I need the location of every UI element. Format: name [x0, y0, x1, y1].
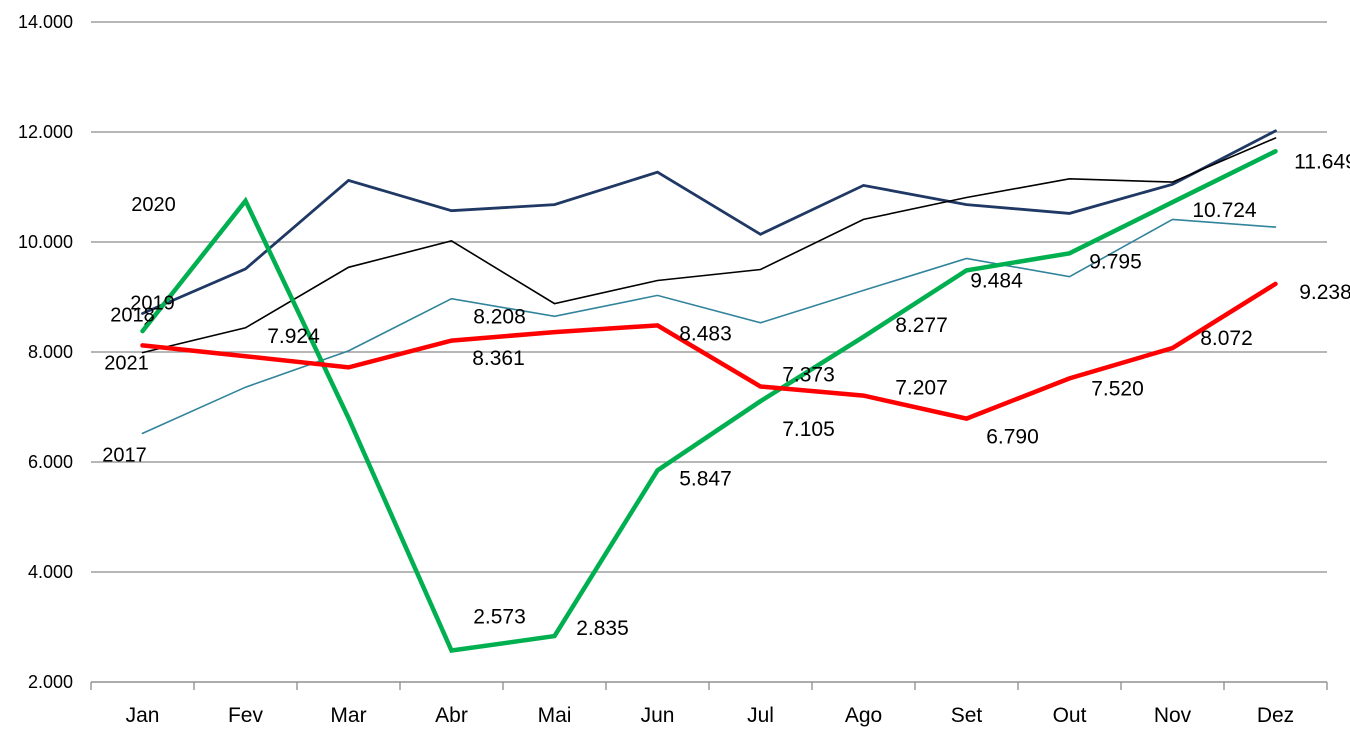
data-label: 9.795: [1089, 250, 1142, 273]
x-tick-label: Jul: [747, 704, 774, 727]
series-label-2017: 2017: [102, 444, 147, 466]
data-label: 9.484: [970, 269, 1023, 292]
x-axis: Jan Fev Mar Abr Mai Jun Jul Ago Set Out Nov Dez: [90, 681, 1328, 727]
data-label: 7.924: [267, 325, 320, 348]
data-label: 8.208: [473, 306, 526, 329]
x-tick-label: Out: [1053, 704, 1087, 727]
series-line-2017: [141, 218, 1277, 435]
data-label: 8.277: [895, 314, 948, 337]
data-label: 8.361: [472, 347, 525, 370]
series-line-2018: [141, 129, 1277, 315]
data-label: 7.207: [895, 377, 948, 400]
y-gridlines: [91, 21, 1327, 683]
data-label: 7.520: [1091, 377, 1144, 400]
series-label-2021: 2021: [104, 352, 149, 374]
data-label: 8.072: [1200, 327, 1253, 350]
x-tick-label: Abr: [435, 704, 468, 727]
x-tick-label: Ago: [845, 704, 882, 727]
series-label-2020: 2020: [131, 194, 176, 216]
x-tick-label: Set: [951, 704, 983, 727]
x-tick-label: Mai: [538, 704, 572, 727]
data-label: 8.483: [679, 322, 732, 345]
x-tick-label: Mar: [330, 704, 366, 727]
x-tick-label: Nov: [1154, 704, 1192, 727]
data-label: 2.573: [473, 605, 526, 628]
y-tick-label: 2.000: [28, 672, 73, 692]
series-label-2019: 2019: [130, 293, 175, 315]
data-label: 10.724: [1192, 199, 1257, 222]
data-label: 6.790: [986, 426, 1039, 449]
data-label: 7.373: [782, 363, 835, 386]
data-label: 9.238: [1299, 281, 1350, 304]
y-tick-label: 12.000: [18, 122, 73, 142]
data-label: 11.649: [1294, 150, 1350, 173]
x-tick-label: Jun: [641, 704, 675, 727]
x-tick-label: Fev: [228, 704, 264, 727]
series-line-2020: [140, 149, 1278, 653]
series-label-leader: [144, 316, 153, 325]
series-line-2021: [140, 281, 1278, 421]
y-tick-label: 10.000: [18, 232, 73, 252]
y-tick-label: 4.000: [28, 562, 73, 582]
data-label: 5.847: [679, 467, 732, 490]
y-axis-tick-labels: 2.000 4.000 6.000 8.000 10.000 12.000 14.000: [18, 12, 73, 692]
y-tick-label: 8.000: [28, 342, 73, 362]
data-label: 7.105: [782, 418, 835, 441]
data-labels: 2.573 2.835 5.847 7.105 8.277 9.484 9.795 10.72…: [267, 150, 1350, 640]
x-tick-label: Jan: [126, 704, 160, 727]
y-tick-label: 14.000: [18, 12, 73, 32]
data-label: 2.835: [576, 617, 629, 640]
y-tick-label: 6.000: [28, 452, 73, 472]
series-lines: [140, 129, 1278, 653]
series-line-2019: [141, 137, 1277, 354]
series-label-2018: 2018: [110, 305, 155, 327]
x-tick-label: Dez: [1257, 704, 1294, 727]
